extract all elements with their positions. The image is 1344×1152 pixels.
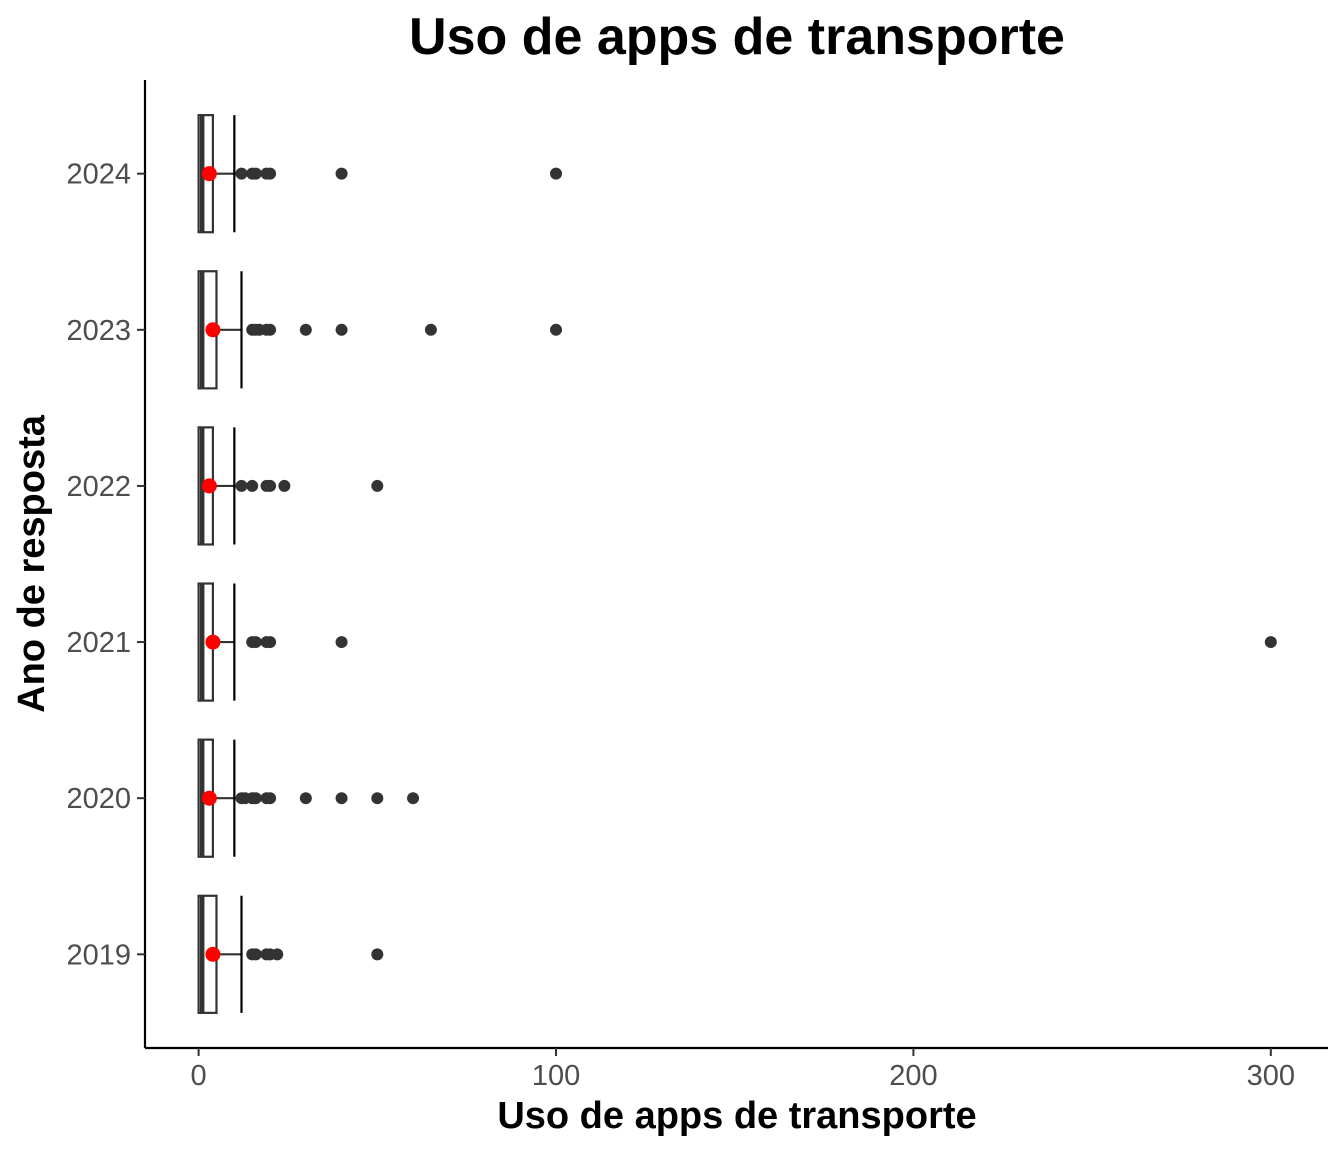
outlier-point — [271, 948, 284, 961]
box-2022 — [197, 426, 384, 546]
mean-point — [201, 478, 217, 494]
outlier-point — [550, 167, 563, 180]
box-2020 — [197, 738, 420, 858]
outlier-point — [335, 792, 348, 805]
outlier-point — [249, 948, 262, 961]
box-2024 — [197, 114, 563, 234]
outlier-point — [264, 792, 277, 805]
outlier-point — [249, 636, 262, 649]
outlier-point — [235, 479, 248, 492]
box-series — [197, 114, 1277, 1014]
x-tick-label: 0 — [191, 1060, 207, 1092]
y-tick-label: 2019 — [66, 939, 131, 971]
outlier-point — [246, 479, 259, 492]
outlier-point — [371, 792, 384, 805]
outlier-point — [278, 479, 291, 492]
x-tick-label: 100 — [532, 1060, 580, 1092]
y-tick-label: 2024 — [66, 159, 131, 191]
outlier-point — [335, 636, 348, 649]
mean-point — [205, 322, 221, 338]
x-axis-ticks: 0 100 200 300 — [191, 1048, 1295, 1092]
x-axis-title: Uso de apps de transporte — [497, 1095, 976, 1137]
x-tick-label: 300 — [1247, 1060, 1295, 1092]
mean-point — [205, 946, 221, 962]
outlier-point — [407, 792, 420, 805]
chart-title: Uso de apps de transporte — [409, 8, 1065, 66]
y-tick-label: 2020 — [66, 783, 131, 815]
outlier-point — [249, 792, 262, 805]
outlier-point — [264, 167, 277, 180]
outlier-point — [371, 479, 384, 492]
outlier-point — [550, 323, 563, 336]
outlier-point — [424, 323, 437, 336]
x-tick-label: 200 — [889, 1060, 937, 1092]
outlier-point — [264, 636, 277, 649]
outlier-point — [299, 792, 312, 805]
mean-point — [205, 634, 221, 650]
outlier-point — [335, 167, 348, 180]
box-2021 — [197, 582, 1277, 702]
mean-point — [201, 790, 217, 806]
mean-point — [201, 166, 217, 182]
outlier-point — [371, 948, 384, 961]
y-axis-ticks: 2019 2020 2021 2022 2023 2024 — [66, 159, 145, 971]
outlier-point — [249, 167, 262, 180]
outlier-point — [235, 167, 248, 180]
outlier-point — [299, 323, 312, 336]
box-2023 — [197, 270, 563, 390]
outlier-point — [264, 323, 277, 336]
y-axis-title: Ano de resposta — [11, 414, 53, 713]
y-tick-label: 2023 — [66, 315, 131, 347]
outlier-point — [335, 323, 348, 336]
box-2019 — [197, 894, 384, 1014]
outlier-point — [1264, 636, 1277, 649]
outlier-point — [264, 479, 277, 492]
y-tick-label: 2021 — [66, 627, 131, 659]
y-tick-label: 2022 — [66, 471, 131, 503]
